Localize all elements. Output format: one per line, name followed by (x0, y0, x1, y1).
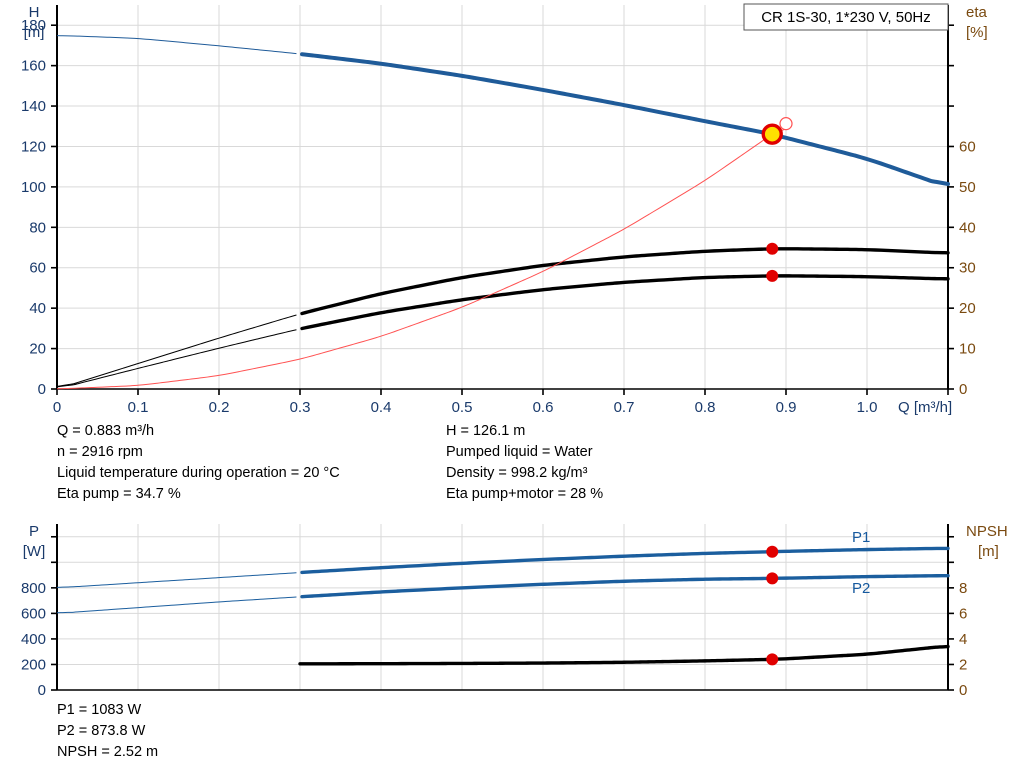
y-tick-label: 800 (21, 580, 46, 597)
p2-series-label: P2 (852, 580, 870, 597)
y-axis-title: H (29, 4, 40, 21)
x-tick-label: 0.2 (209, 399, 230, 416)
power-info-line-2: NPSH = 2.52 m (57, 744, 159, 760)
duty-info-line-0: H = 126.1 m (446, 423, 526, 439)
y2-tick-label: 40 (959, 219, 976, 236)
y2-tick-label: 8 (959, 580, 967, 597)
y2-tick-label: 2 (959, 656, 967, 673)
y2-tick-label: 0 (959, 381, 967, 398)
y2-axis-title: NPSH (966, 523, 1008, 540)
title-box (743, 3, 949, 31)
duty-info-line-2: Liquid temperature during operation = 20… (57, 465, 340, 481)
curve-system (56, 128, 787, 390)
y2-axis-unit: [%] (966, 24, 988, 41)
y2-tick-label: 0 (959, 682, 967, 699)
x-tick-label: 0.5 (452, 399, 473, 416)
curve-p2-thick (300, 573, 950, 599)
curve-p2-thin (56, 596, 297, 614)
y-tick-label: 100 (21, 179, 46, 196)
duty-info-right: H = 126.1 m Pumped liquid = Water Density … (446, 421, 603, 505)
curve-eta-pump-thin (56, 314, 297, 387)
y-tick-label: 180 (21, 17, 46, 34)
power-info: P1 = 1083 W P2 = 873.8 W NPSH = 2.52 m (57, 700, 158, 763)
y2-tick-label: 30 (959, 260, 976, 277)
title-box-frame (743, 3, 949, 31)
curve-eta-pump-thick (300, 247, 950, 316)
eta-pump-motor-point-marker (766, 269, 779, 282)
x-tick-label: 0.8 (695, 399, 716, 416)
duty-info-line-3: Eta pump+motor = 28 % (446, 486, 604, 502)
y-tick-label: 0 (38, 381, 46, 398)
y-tick-label: 0 (38, 682, 46, 699)
system-curve-end-marker (779, 117, 793, 131)
curve-h-head-curve-thin (56, 35, 297, 55)
curve-eta-pump-motor-thick (300, 274, 950, 331)
y2-tick-label: 4 (959, 631, 967, 648)
markers (766, 545, 779, 666)
grid (56, 524, 948, 690)
npsh-duty-point-marker (766, 653, 779, 666)
y-tick-label: 400 (21, 631, 46, 648)
y2-tick-label: 50 (959, 179, 976, 196)
duty-info-line-3: Eta pump = 34.7 % (57, 486, 181, 502)
x-tick-label: 0.4 (371, 399, 392, 416)
y-tick-label: 200 (21, 656, 46, 673)
curve-eta-pump-motor-thin (56, 329, 297, 388)
y-tick-label: 80 (29, 219, 46, 236)
axes (51, 524, 954, 691)
y2-tick-label: 10 (959, 341, 976, 358)
grid (56, 5, 948, 389)
y-tick-label: 20 (29, 341, 46, 358)
power-info-line-1: P2 = 873.8 W (57, 723, 146, 739)
curve-h-head-curve-thick (300, 52, 950, 186)
curve-p1-thick (300, 546, 950, 575)
duty-point-marker[interactable] (761, 123, 783, 145)
eta-pump-point-marker (766, 242, 779, 255)
p2-duty-point-marker (766, 572, 779, 585)
y-axis-unit: [W] (23, 543, 46, 560)
x-tick-label: 0.7 (614, 399, 635, 416)
y-tick-label: 40 (29, 300, 46, 317)
curve-p1-thin (56, 572, 297, 588)
x-tick-label: 0.6 (533, 399, 554, 416)
y2-tick-label: 6 (959, 605, 967, 622)
y-tick-label: 160 (21, 58, 46, 75)
title-box-label: CR 1S-30, 1*230 V, 50Hz (761, 9, 931, 26)
y-tick-label: 120 (21, 138, 46, 155)
power-npsh-chart: 0 200 400 600 800 0 2 4 6 8 P [W] NPSH [m] P1 P2 (21, 523, 1008, 699)
y2-tick-label: 20 (959, 300, 976, 317)
series-group (56, 35, 950, 390)
power-info-line-0: P1 = 1083 W (57, 702, 142, 718)
x-tick-label: 1.0 (857, 399, 878, 416)
head-eta-chart: 0 20 40 60 80 100 120 140 160 180 0 10 20 30 40 50 60 0 0.… (21, 3, 988, 416)
duty-info-left: Q = 0.883 m³/h n = 2916 rpm Liquid tempera… (57, 421, 340, 505)
axes (51, 5, 954, 395)
x-tick-label: 0.1 (128, 399, 149, 416)
duty-info-line-1: n = 2916 rpm (57, 444, 143, 460)
curve-npsh-thick (298, 644, 950, 666)
y2-axis-unit: [m] (978, 543, 999, 560)
duty-info-line-0: Q = 0.883 m³/h (57, 423, 155, 439)
y2-axis-title: eta (966, 4, 988, 21)
x-tick-label: 0.3 (290, 399, 311, 416)
y2-tick-label: 60 (959, 138, 976, 155)
x-tick-label: 0 (53, 399, 61, 416)
y-axis-title: P (29, 523, 39, 540)
x-axis-title: Q [m³/h] (898, 399, 952, 416)
y-axis-unit: [m] (24, 24, 45, 41)
markers (761, 117, 793, 282)
duty-info-line-1: Pumped liquid = Water (446, 444, 593, 460)
x-tick-label: 0.9 (776, 399, 797, 416)
p1-duty-point-marker (766, 545, 779, 558)
series-group (56, 546, 950, 666)
y-tick-label: 60 (29, 260, 46, 277)
duty-info-line-2: Density = 998.2 kg/m³ (446, 465, 588, 481)
y-tick-label: 600 (21, 605, 46, 622)
p1-series-label: P1 (852, 529, 870, 546)
y-tick-label: 140 (21, 98, 46, 115)
